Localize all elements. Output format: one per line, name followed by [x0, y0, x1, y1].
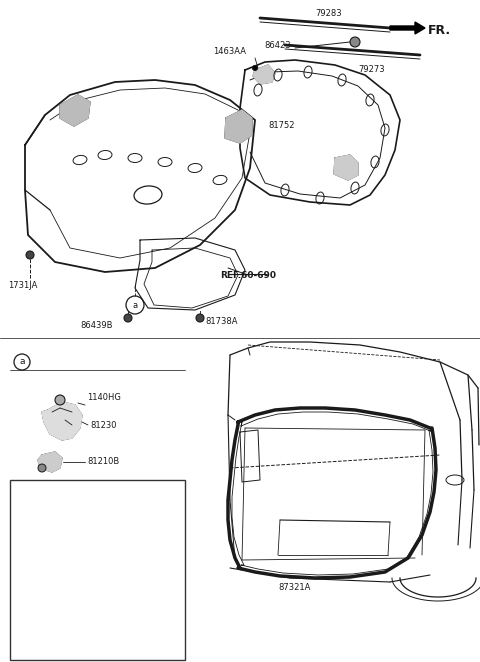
Polygon shape	[60, 95, 90, 126]
Text: 1463AA: 1463AA	[214, 48, 247, 56]
Circle shape	[124, 314, 132, 322]
Text: 81752: 81752	[268, 120, 295, 130]
Text: 86423: 86423	[264, 42, 290, 50]
Text: a: a	[19, 357, 25, 367]
Polygon shape	[38, 452, 62, 472]
Text: 79283: 79283	[315, 9, 342, 19]
Text: 86439B: 86439B	[80, 322, 112, 330]
Text: 1731JA: 1731JA	[8, 281, 37, 289]
Text: 1140HG: 1140HG	[87, 393, 121, 402]
Polygon shape	[42, 402, 82, 440]
Text: 87321A: 87321A	[279, 583, 311, 592]
Text: a: a	[132, 301, 138, 310]
Circle shape	[196, 314, 204, 322]
Circle shape	[350, 37, 360, 47]
Text: FR.: FR.	[428, 24, 451, 38]
FancyBboxPatch shape	[10, 480, 185, 660]
Polygon shape	[334, 155, 358, 180]
Circle shape	[26, 251, 34, 259]
Polygon shape	[390, 22, 425, 34]
Circle shape	[252, 66, 257, 70]
Text: 81210B: 81210B	[87, 457, 119, 467]
Polygon shape	[225, 110, 252, 143]
Text: 79273: 79273	[358, 66, 384, 75]
Circle shape	[55, 395, 65, 405]
Circle shape	[38, 464, 46, 472]
Text: 81738A: 81738A	[205, 318, 238, 326]
Text: REF.60-690: REF.60-690	[220, 271, 276, 279]
Polygon shape	[253, 65, 275, 84]
Text: 81230: 81230	[90, 420, 117, 430]
